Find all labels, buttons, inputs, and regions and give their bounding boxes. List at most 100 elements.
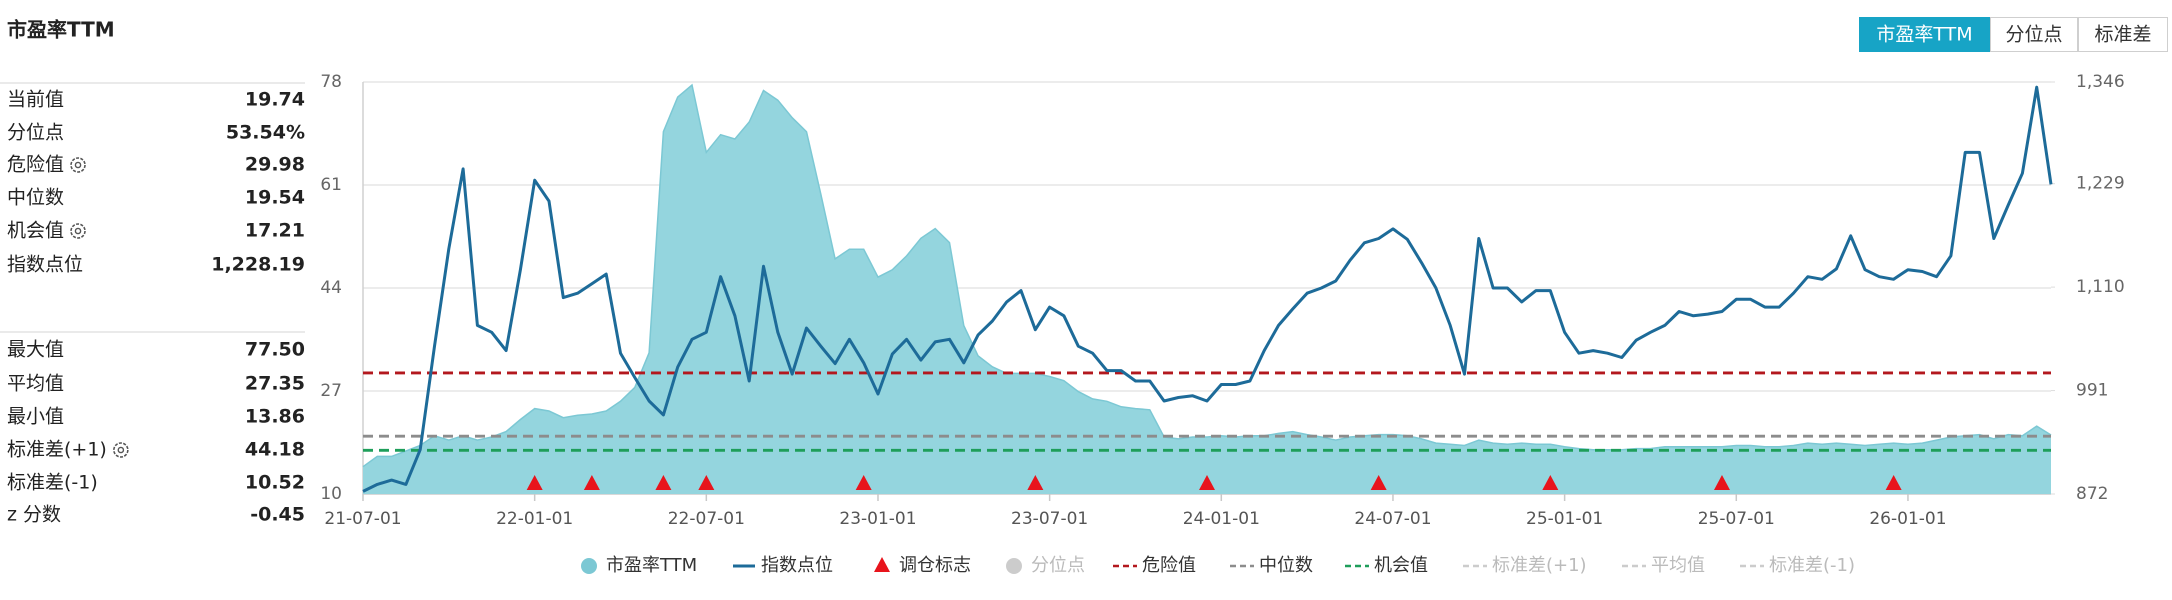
legend-item[interactable]: 标准差(+1) [1463,555,1587,576]
legend-label[interactable]: 指数点位 [761,555,833,576]
x-tick-label: 25-07-01 [1698,509,1775,529]
x-tick-label: 22-01-01 [496,509,573,529]
legend-label[interactable]: 平均值 [1651,555,1705,576]
legend-label[interactable]: 调仓标志 [899,555,971,576]
x-tick-label: 21-07-01 [324,509,401,529]
stat-label: 当前值 [7,89,64,111]
rebalance-marker [1370,475,1387,490]
legend-label[interactable]: 标准差(+1) [1492,555,1587,576]
rebalance-marker [526,475,543,490]
rebalance-marker [1199,475,1215,490]
legend-item[interactable]: 分位点 [1006,555,1085,576]
stat-value: 13.86 [245,406,305,428]
rebalance-marker [583,475,600,490]
rebalance-marker [698,475,715,490]
y2-tick-label: 1,110 [2076,277,2125,297]
rebalance-marker [855,475,872,490]
tab[interactable]: 标准差 [2078,17,2168,52]
rebalance-marker [1027,475,1044,490]
y2-tick-label: 1,229 [2076,174,2125,194]
legend-item[interactable]: 调仓标志 [874,555,971,576]
legend-item[interactable]: 机会值 [1345,555,1428,576]
gear-icon[interactable] [70,157,86,173]
stat-value: 17.21 [245,220,305,242]
legend-item[interactable]: 标准差(-1) [1740,555,1855,576]
tab[interactable]: 分位点 [1990,17,2078,52]
stat-label: 平均值 [7,373,64,395]
legend-item[interactable]: 中位数 [1230,555,1313,576]
y2-tick-label: 1,346 [2076,72,2125,92]
tab-label[interactable]: 标准差 [2094,24,2151,46]
index-line [362,85,2053,493]
legend-item[interactable]: 危险值 [1113,555,1196,576]
stat-value: 77.50 [245,339,305,361]
legend-icon [874,557,890,572]
legend-label[interactable]: 机会值 [1374,555,1428,576]
gear-inner [74,161,82,169]
stat-value: 27.35 [245,373,305,395]
x-tick-label: 23-07-01 [1011,509,1088,529]
legend-label[interactable]: 市盈率TTM [606,555,697,576]
stat-label: z 分数 [7,504,61,526]
gear-inner [117,446,125,454]
tab[interactable]: 市盈率TTM [1859,17,1990,52]
legend-label[interactable]: 危险值 [1142,555,1196,576]
legend-label[interactable]: 标准差(-1) [1769,555,1855,576]
x-tick-label: 23-01-01 [839,509,916,529]
pe-area-edge [362,83,2052,468]
stat-label: 中位数 [7,187,64,209]
gear-outer [70,223,86,239]
y-tick-label: 27 [320,381,342,401]
legend-label[interactable]: 中位数 [1259,555,1313,576]
page-title: 市盈率TTM [7,18,115,42]
stat-value: 53.54% [226,122,305,144]
stat-value: 29.98 [245,154,305,176]
legend-icon [581,558,597,574]
stat-value: 19.74 [245,89,305,111]
stat-label: 分位点 [7,122,64,144]
tab-bg [1859,17,1990,52]
y2-tick-label: 872 [2076,484,2108,504]
stat-label: 指数点位 [7,254,83,276]
x-tick-label: 22-07-01 [668,509,745,529]
x-tick-label: 24-07-01 [1354,509,1431,529]
stat-label: 危险值 [7,154,64,176]
gear-outer [70,157,86,173]
x-tick-label: 26-01-01 [1869,509,1946,529]
gear-outer [113,442,129,458]
rebalance-marker [655,475,672,490]
stat-value: 1,228.19 [211,254,305,276]
stat-value: 19.54 [245,187,305,209]
legend-label[interactable]: 分位点 [1031,555,1085,576]
y-tick-label: 78 [320,72,342,92]
legend-item[interactable]: 指数点位 [733,555,833,576]
gear-inner [74,227,82,235]
legend-item[interactable]: 市盈率TTM [581,555,697,576]
stat-value: 10.52 [245,472,305,494]
tab-label[interactable]: 市盈率TTM [1876,24,1972,46]
tab-bg [1990,17,2078,52]
legend-icon [1006,558,1022,574]
x-tick-label: 24-01-01 [1183,509,1260,529]
stat-value: -0.45 [250,504,305,526]
stat-value: 44.18 [245,439,305,461]
rebalance-marker [1885,475,1902,490]
pe-area [363,85,2051,494]
stat-label: 机会值 [7,220,64,242]
y-tick-label: 44 [320,278,342,298]
tab-bg [2078,17,2168,52]
gear-icon[interactable] [70,223,86,239]
stat-label: 最小值 [7,406,64,428]
tab-label[interactable]: 分位点 [2005,24,2062,46]
stat-label: 最大值 [7,339,64,361]
y2-tick-label: 991 [2076,381,2108,401]
y-tick-label: 10 [320,484,342,504]
x-tick-label: 25-01-01 [1526,509,1603,529]
legend-item[interactable]: 平均值 [1622,555,1705,576]
y-tick-label: 61 [320,175,342,195]
rebalance-marker [1542,475,1559,490]
stat-label: 标准差(-1) [7,472,98,494]
gear-icon[interactable] [113,442,129,458]
